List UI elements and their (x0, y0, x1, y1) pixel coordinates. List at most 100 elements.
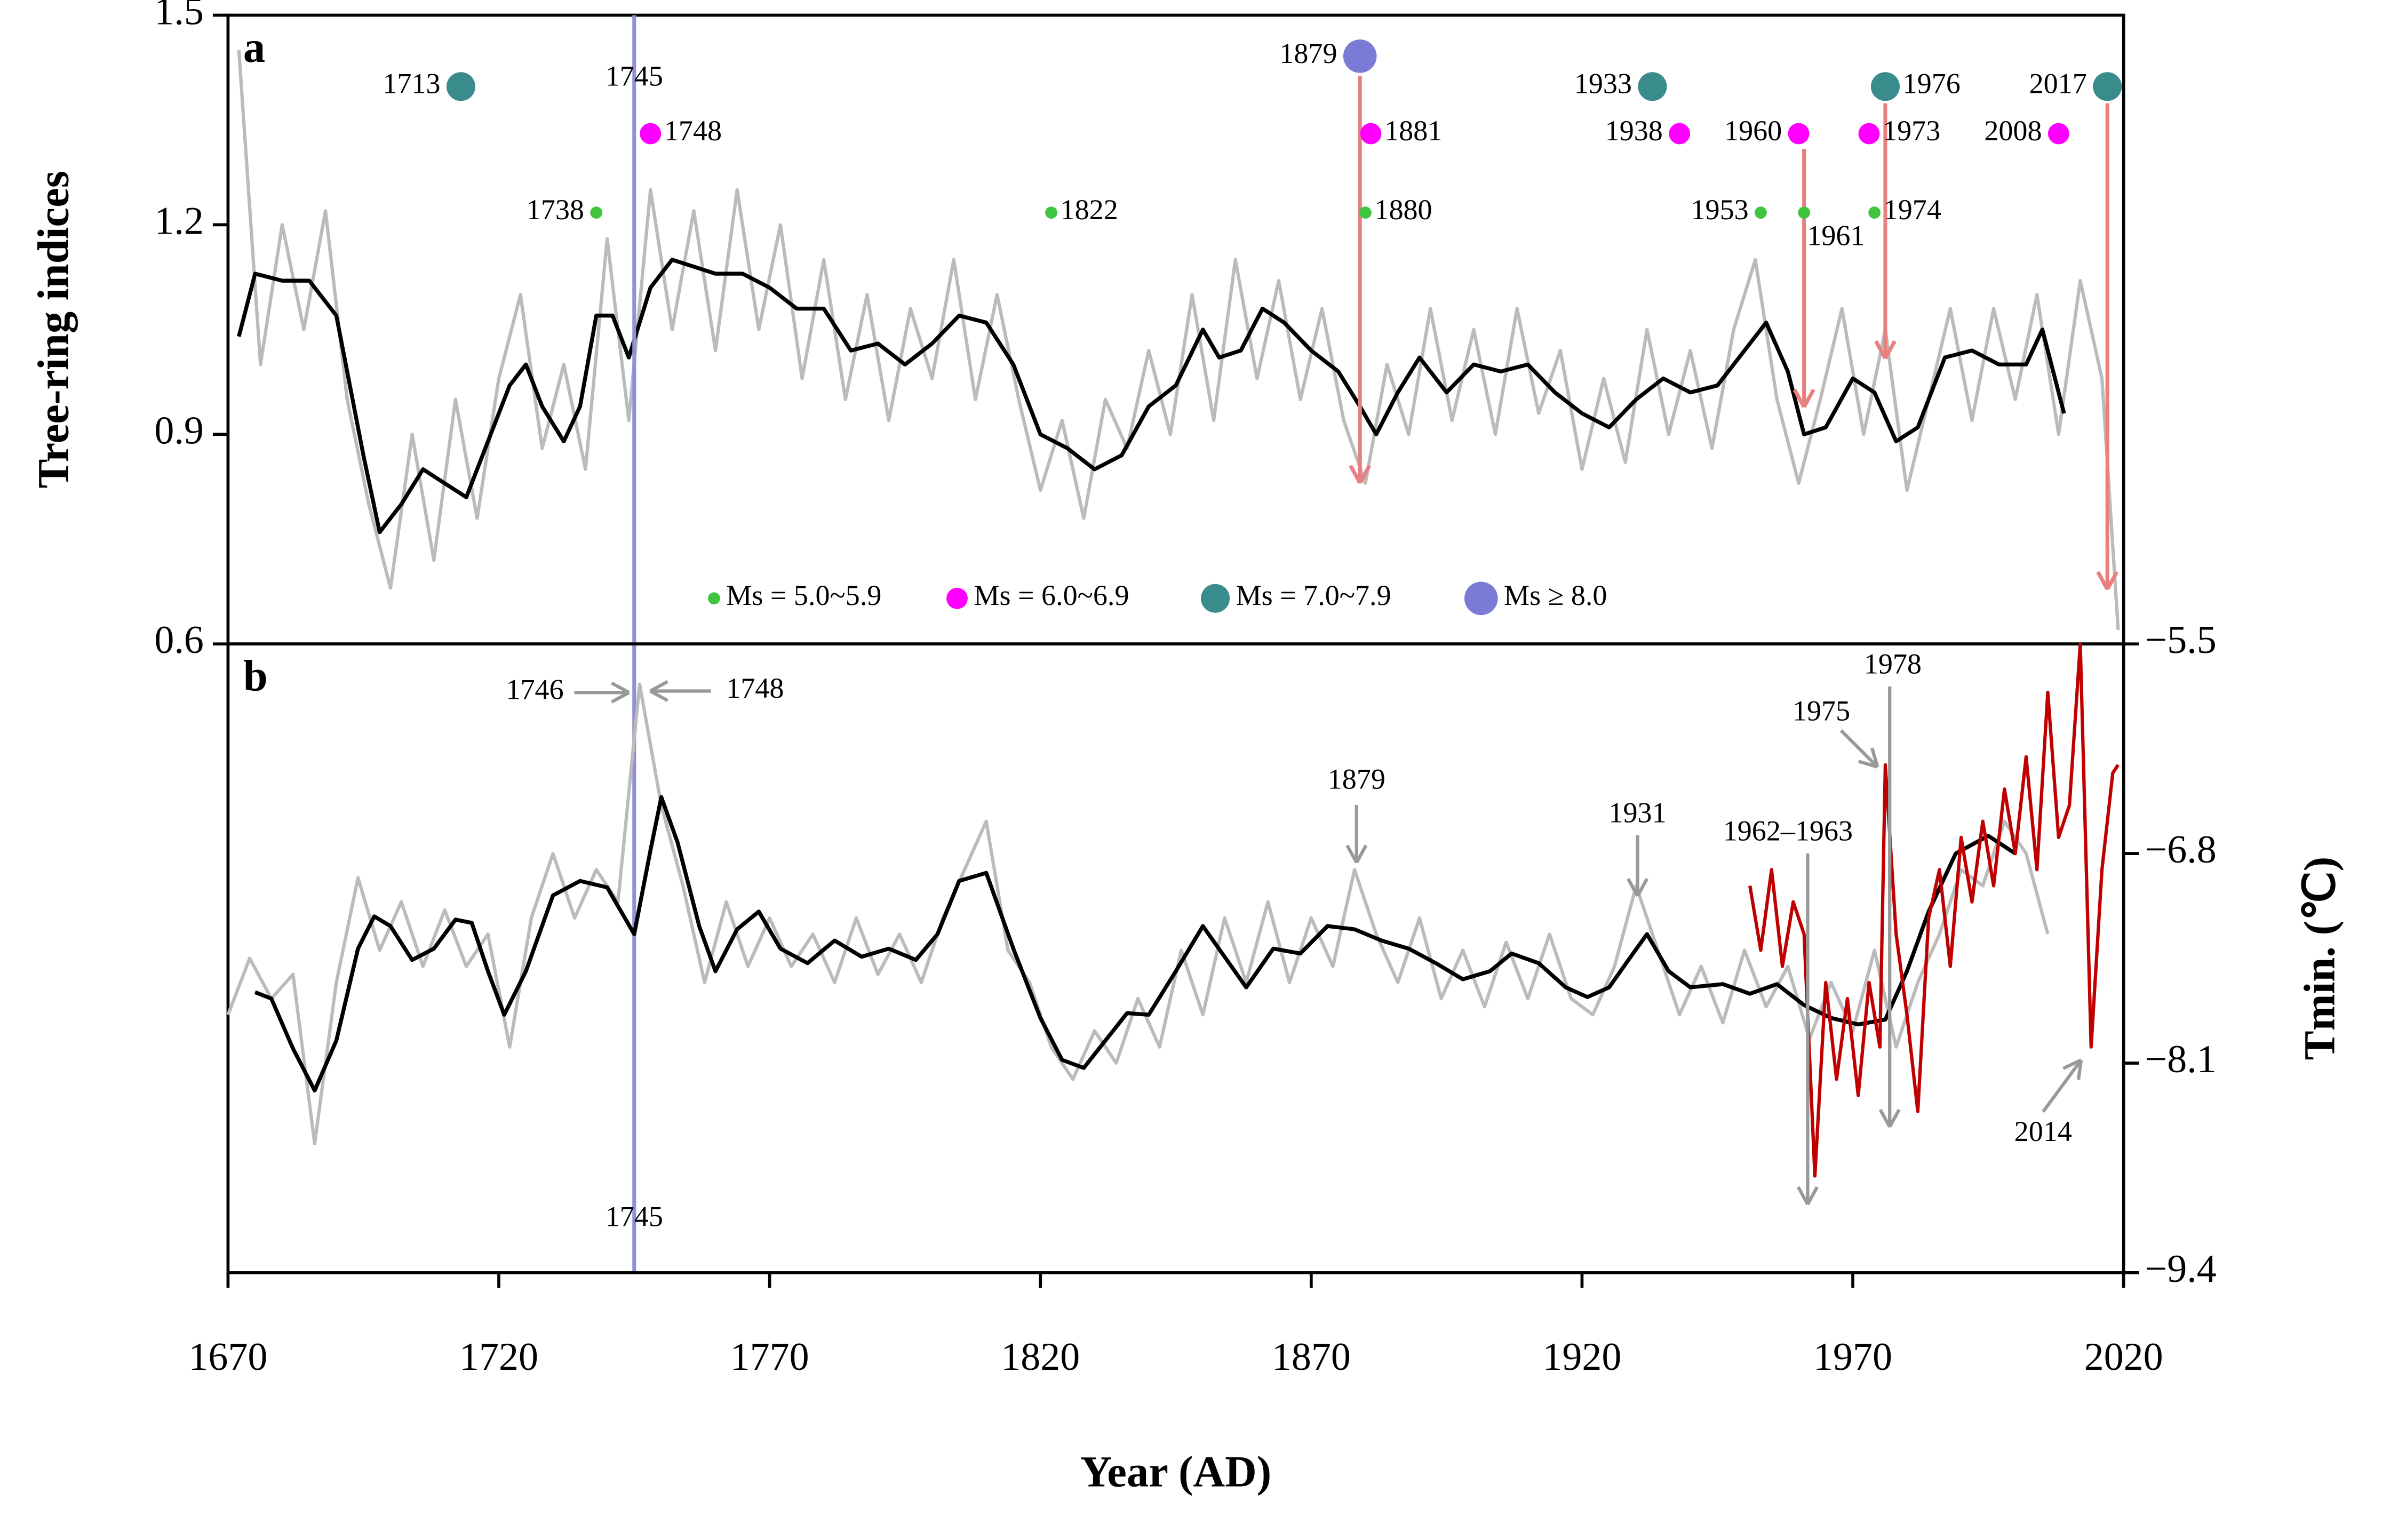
arrow-head (649, 680, 668, 693)
x-tick-label: 1820 (1001, 1335, 1080, 1379)
event-label: 2017 (2029, 68, 2087, 100)
plot-frame (226, 642, 2125, 1274)
series-line (254, 795, 2017, 1093)
event-label: 1881 (1384, 115, 1442, 147)
annotation-arrow (2042, 1059, 2083, 1113)
event-dot (1045, 206, 1057, 219)
event-dot (1798, 206, 1811, 219)
event-dot (1870, 72, 1900, 101)
event-label: 1974 (1884, 194, 1941, 226)
arrow-head (1796, 1186, 1810, 1206)
arrow-head (1858, 760, 1878, 769)
x-tick-label: 1870 (1272, 1335, 1351, 1379)
event-dot (2093, 72, 2122, 101)
annotation-label: 1962–1963 (1723, 815, 1853, 847)
event-label: 1953 (1691, 194, 1749, 226)
y-tick-label: 0.9 (154, 409, 204, 452)
x-tick-label: 1720 (459, 1335, 538, 1379)
event-label: 1879 (1279, 37, 1337, 69)
panel-label: b (243, 651, 268, 700)
series-line (237, 50, 2120, 631)
panel-label: a (243, 22, 265, 71)
event-dot (1343, 39, 1377, 73)
arrow-head (1878, 1108, 1891, 1128)
arrow-head (2062, 1058, 2082, 1070)
legend-label: Ms ≥ 8.0 (1504, 579, 1607, 611)
y-tick-label: 0.6 (154, 618, 204, 662)
event-dot (1755, 206, 1767, 219)
event-dot (590, 206, 603, 219)
event-label: 1933 (1574, 68, 1632, 100)
event-dot (1669, 123, 1691, 145)
x-tick-label: 1920 (1542, 1335, 1621, 1379)
marker-line-label: 1745 (606, 60, 663, 92)
event-label: 1713 (383, 68, 440, 100)
y2-tick-label: −5.5 (2145, 618, 2217, 662)
event-dot (1858, 123, 1880, 145)
annotation-label: 1748 (726, 672, 784, 704)
arrow-head (2076, 1059, 2083, 1080)
y2-axis-title: Tmin. (℃) (2295, 857, 2344, 1060)
event-dot (1638, 72, 1667, 101)
arrow-head (611, 681, 630, 695)
marker-line-label: 1745 (606, 1201, 663, 1233)
event-label: 1738 (527, 194, 584, 226)
series-line (226, 682, 2050, 1146)
series-line (1748, 642, 2120, 1178)
arrow-head (1888, 1108, 1901, 1128)
annotation-arrow (1839, 729, 1879, 769)
x-tick-label: 1970 (1813, 1335, 1892, 1379)
x-tick-label: 2020 (2084, 1335, 2163, 1379)
event-dot (1359, 206, 1372, 219)
event-label: 1961 (1807, 219, 1865, 251)
arrow-head (649, 689, 668, 702)
arrow-head (1627, 877, 1639, 897)
annotation-label: 1879 (1328, 763, 1385, 795)
event-label: 1973 (1883, 115, 1940, 147)
series-line (237, 258, 2066, 534)
arrow-head (1870, 747, 1879, 768)
y2-tick-label: −8.1 (2145, 1038, 2217, 1081)
event-dot (1788, 123, 1810, 145)
arrow-head (611, 691, 630, 704)
event-dot (640, 123, 662, 145)
legend-swatch (946, 587, 968, 609)
event-dot (2048, 123, 2069, 145)
legend-label: Ms = 6.0~6.9 (974, 579, 1129, 611)
annotation-label: 1978 (1864, 648, 1922, 680)
legend-label: Ms = 5.0~5.9 (726, 579, 881, 611)
y-tick-label: 1.5 (154, 0, 204, 33)
y-tick-label: 1.2 (154, 199, 204, 243)
event-dot (1360, 123, 1382, 145)
x-tick-label: 1670 (188, 1335, 267, 1379)
arrow-head (1806, 1186, 1819, 1206)
event-label: 1880 (1374, 194, 1432, 226)
annotation-label: 1746 (506, 674, 563, 706)
annotation-label: 1931 (1608, 796, 1666, 828)
x-axis-title: Year (AD) (1080, 1447, 1271, 1496)
arrow-head (1636, 877, 1649, 897)
arrow-head (1802, 388, 1815, 408)
y2-tick-label: −6.8 (2145, 828, 2217, 872)
event-label: 1960 (1724, 115, 1782, 147)
arrow-head (1883, 340, 1897, 360)
arrow-head (1345, 844, 1358, 864)
x-tick-label: 1770 (730, 1335, 809, 1379)
annotation-label: 2014 (2014, 1115, 2072, 1147)
event-label: 1938 (1605, 115, 1663, 147)
arrow-head (1793, 388, 1806, 408)
legend-label: Ms = 7.0~7.9 (1236, 579, 1391, 611)
arrow-head (2106, 571, 2119, 591)
arrow-head (1355, 844, 1368, 864)
event-label: 2008 (1984, 115, 2042, 147)
arrow-head (1349, 465, 1362, 484)
y2-tick-label: −9.4 (2145, 1247, 2217, 1291)
arrow-head (2096, 571, 2109, 591)
event-dot (1868, 206, 1881, 219)
arrow-head (1874, 340, 1887, 360)
event-label: 1748 (664, 115, 722, 147)
legend-swatch (1201, 584, 1230, 613)
event-label: 1822 (1061, 194, 1118, 226)
